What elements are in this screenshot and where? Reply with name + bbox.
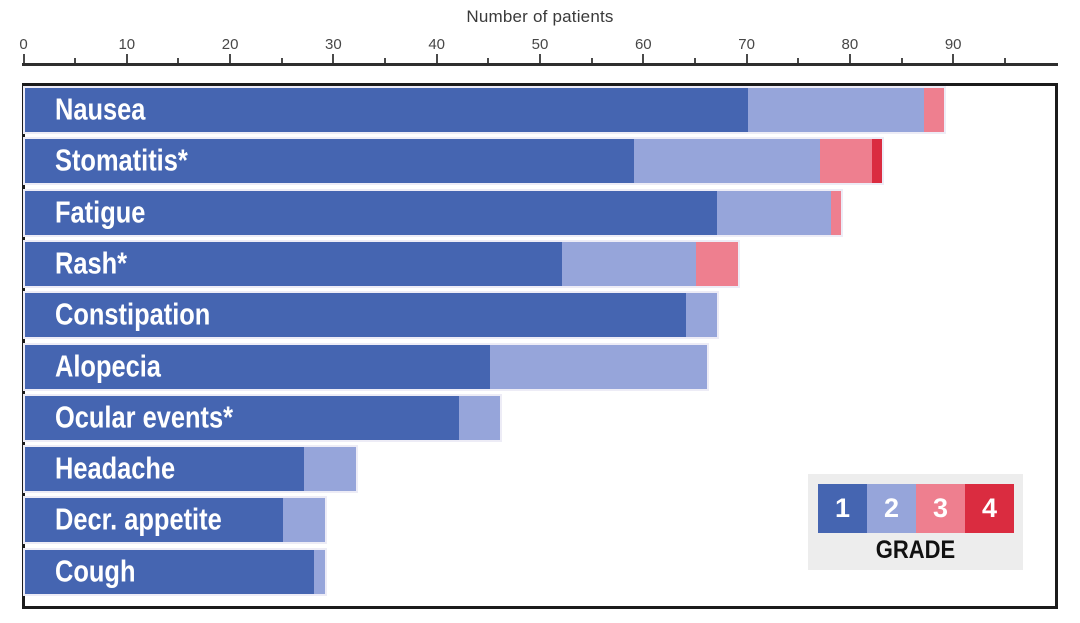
bar-category-label: Decr. appetite <box>55 501 222 537</box>
axis-title: Number of patients <box>466 7 614 26</box>
bar-row: Cough <box>23 547 327 596</box>
bar-segment-grade-2 <box>634 139 821 184</box>
bar-segment-grade-1 <box>25 549 315 594</box>
bar-segment-grade-2 <box>748 88 924 132</box>
bar-row: Fatigue <box>22 188 844 237</box>
bar-segment-grade-1 <box>25 344 490 389</box>
x-axis-tick-label: 70 <box>738 36 755 53</box>
bar-category-label: Constipation <box>55 296 211 332</box>
x-axis-tick-label: 90 <box>944 36 962 53</box>
x-axis-minor-tick <box>280 58 283 63</box>
bar-category-label: Ocular events* <box>55 399 234 435</box>
x-axis-tick-label: 40 <box>428 36 446 53</box>
legend-swatch-grade-1: 1 <box>818 484 867 533</box>
bar-segment-grade-3 <box>696 241 738 286</box>
bar-segment-grade-1 <box>25 447 304 492</box>
bar-segment-grade-2 <box>458 395 501 440</box>
x-axis-minor-tick <box>177 58 180 63</box>
bar-segment-grade-3 <box>820 139 873 184</box>
x-axis-tick-label: 30 <box>325 36 342 53</box>
x-axis-major-tick <box>848 54 851 63</box>
x-axis-minor-tick <box>900 58 903 63</box>
x-axis-minor-tick <box>384 58 387 63</box>
bar-row: Ocular events* <box>22 393 503 442</box>
x-axis-major-tick <box>229 54 232 63</box>
bar-segment-grade-2 <box>489 344 707 389</box>
bar-category-label: Fatigue <box>55 193 146 229</box>
bar-category-label: Stomatitis* <box>55 142 188 178</box>
x-axis-major-tick <box>125 54 128 63</box>
bar-row: Headache <box>23 445 358 494</box>
bar-segment-grade-1 <box>25 190 718 235</box>
bar-segment-grade-1 <box>25 498 284 543</box>
x-axis-minor-tick <box>487 58 490 63</box>
bar-category-label: Cough <box>55 552 136 588</box>
x-axis-major-tick <box>952 54 955 63</box>
bar-segment-grade-3 <box>830 190 842 235</box>
bar-segment-grade-3 <box>923 88 945 132</box>
bar-segment-grade-2 <box>303 447 356 492</box>
bar-category-label: Alopecia <box>55 347 161 383</box>
bar-row: Alopecia <box>23 342 709 391</box>
bar-category-label: Rash* <box>55 245 128 281</box>
bar-segment-grade-1 <box>25 395 459 440</box>
x-axis-minor-tick <box>1003 58 1006 63</box>
x-axis-major-tick <box>745 54 748 63</box>
legend-swatch-grade-2: 2 <box>867 484 916 533</box>
bar-category-label: Headache <box>55 450 176 486</box>
bar-segment-grade-1 <box>25 88 749 132</box>
bar-segment-grade-2 <box>562 241 697 286</box>
x-axis-minor-tick <box>590 58 593 63</box>
x-axis-tick-label: 60 <box>634 36 652 53</box>
x-axis-major-tick <box>539 54 541 63</box>
bar-row: Nausea <box>22 86 947 134</box>
bar-segment-grade-2 <box>717 190 831 235</box>
x-axis-major-tick <box>332 54 335 63</box>
bar-segment-grade-4 <box>872 139 883 184</box>
x-axis-major-tick <box>22 54 25 63</box>
bar-segment-grade-2 <box>686 293 718 338</box>
bar-row: Stomatitis* <box>22 137 885 186</box>
bar-segment-grade-2 <box>314 549 325 594</box>
x-axis-minor-tick <box>797 58 800 63</box>
x-axis-minor-tick <box>74 58 77 63</box>
bar-segment-grade-2 <box>283 498 325 543</box>
legend-swatch-grade-3: 3 <box>916 484 965 533</box>
x-axis-tick-label: 0 <box>19 36 28 53</box>
x-axis-major-tick <box>642 54 645 63</box>
x-axis-tick-label: 80 <box>841 36 859 53</box>
bar-row: Rash* <box>23 239 740 288</box>
x-axis-tick-label: 20 <box>221 36 239 53</box>
bar-segment-grade-1 <box>25 241 563 286</box>
legend-swatch-grade-4: 4 <box>965 484 1014 533</box>
x-axis-minor-tick <box>693 58 696 63</box>
bar-segment-grade-1 <box>25 293 687 338</box>
bar-segment-grade-1 <box>25 139 635 184</box>
x-axis-tick-label: 10 <box>118 36 136 53</box>
bar-category-label: Nausea <box>55 91 146 127</box>
x-axis-tick-label: 50 <box>531 36 549 53</box>
bar-row: Decr. appetite <box>23 496 327 545</box>
x-axis-line <box>22 63 1058 66</box>
bar-row: Constipation <box>22 291 720 340</box>
x-axis-major-tick <box>435 54 438 63</box>
legend-title: GRADE <box>875 536 956 564</box>
